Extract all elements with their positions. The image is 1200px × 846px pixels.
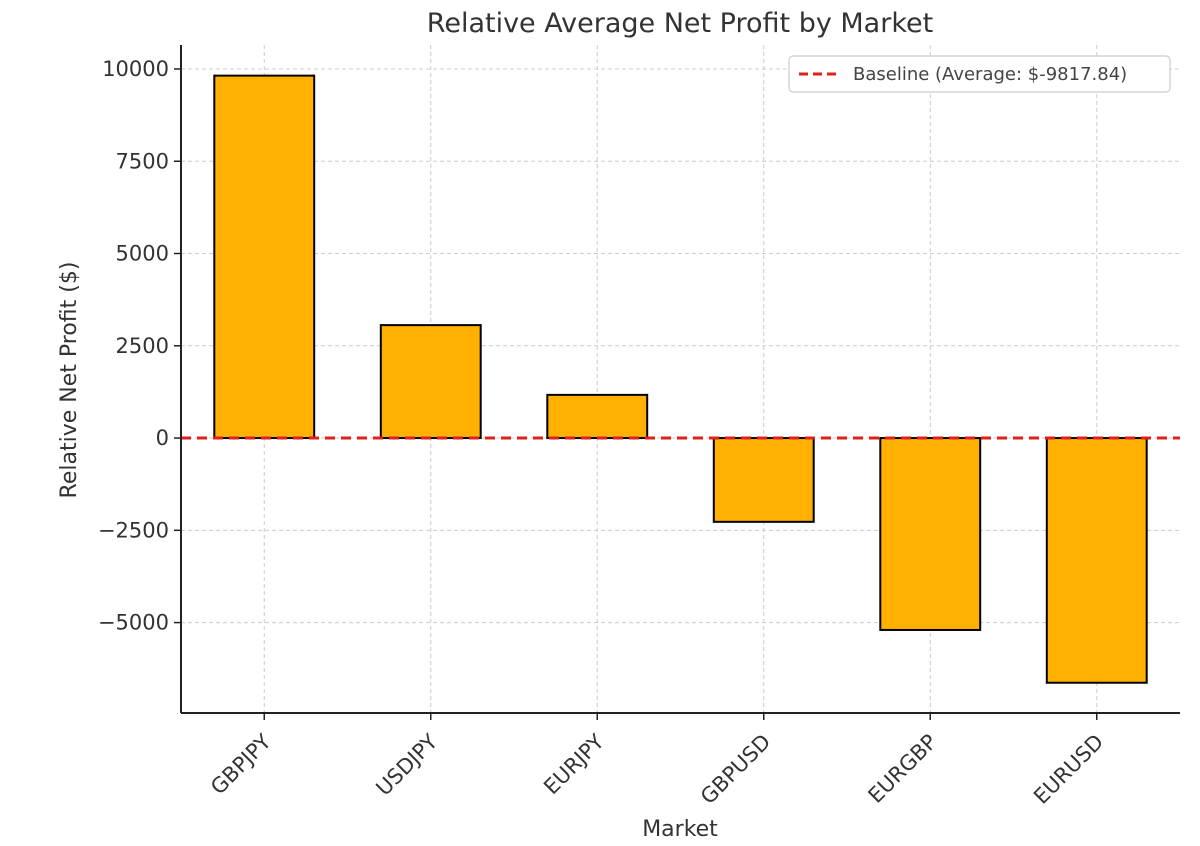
y-ticks: −5000 −2500 0 2500 5000 7500 10000 (98, 57, 181, 635)
bar-eurjpy (546, 393, 649, 440)
x-tick-label: EURUSD (1029, 730, 1108, 809)
x-axis-label: Market (642, 817, 718, 842)
y-tick-label: −2500 (98, 518, 169, 542)
x-tick-label: GBPJPY (206, 729, 276, 799)
bar-gbpusd (712, 437, 815, 523)
y-tick-label: 0 (156, 426, 169, 450)
x-tick-label: EURJPY (539, 729, 609, 799)
axes (180, 45, 1180, 714)
y-tick-label: 7500 (116, 149, 169, 173)
bar-eurusd (1045, 437, 1148, 684)
x-ticks: GBPJPY USDJPY EURJPY GBPUSD EURGBP EURUSD (206, 713, 1108, 809)
y-tick-label: 5000 (116, 242, 169, 266)
legend-baseline-label: Baseline (Average: $-9817.84) (853, 64, 1127, 85)
bars (213, 74, 1148, 684)
bar-eurgbp (879, 437, 982, 631)
legend: Baseline (Average: $-9817.84) (788, 55, 1171, 93)
legend-box (788, 55, 1171, 93)
grid-lines (181, 45, 1180, 713)
bar-usdjpy (379, 324, 482, 440)
bar-gbpjpy (213, 74, 316, 440)
x-tick-label: EURGBP (864, 730, 942, 808)
y-tick-label: 10000 (102, 57, 169, 81)
x-tick-label: USDJPY (371, 729, 442, 800)
x-tick-label: GBPUSD (696, 730, 775, 809)
y-tick-label: −5000 (98, 611, 169, 635)
y-tick-label: 2500 (116, 334, 169, 358)
y-axis-label: Relative Net Profit ($) (57, 262, 82, 499)
chart-title: Relative Average Net Profit by Market (427, 8, 933, 39)
